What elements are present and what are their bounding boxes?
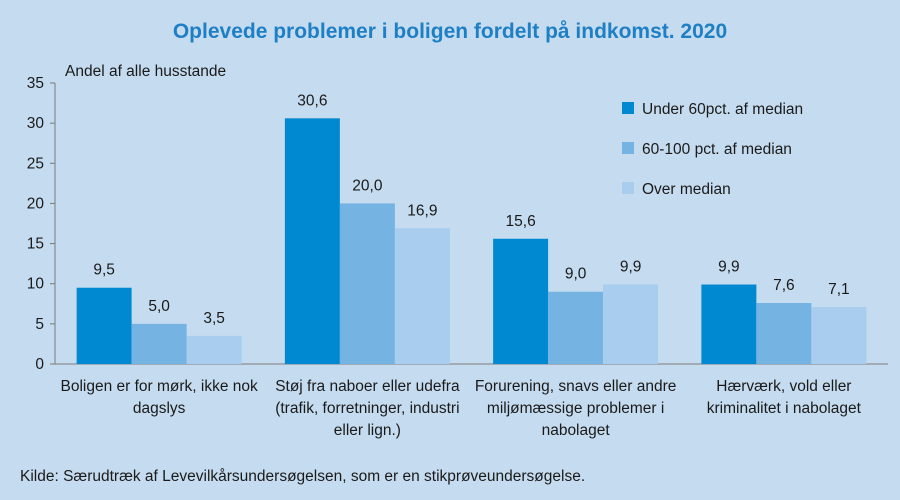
data-label: 7,1 xyxy=(828,281,850,298)
legend-swatch xyxy=(622,182,634,194)
chart-title: Oplevede problemer i boligen fordelt på … xyxy=(172,20,728,43)
data-label: 9,5 xyxy=(93,262,115,279)
y-tick-label: 15 xyxy=(27,236,44,253)
data-label: 16,9 xyxy=(407,202,437,219)
x-category-label: dagslys xyxy=(133,400,186,417)
data-label: 15,6 xyxy=(506,213,536,230)
source-note: Kilde: Særudtræk af Levevilkårsundersøge… xyxy=(20,468,586,485)
bar xyxy=(284,118,340,364)
bar xyxy=(603,284,659,364)
bar xyxy=(76,287,132,364)
x-category-label: kriminalitet i nabolaget xyxy=(707,400,862,417)
x-category-label: Støj fra naboer eller udefra xyxy=(275,378,460,395)
y-tick-label: 10 xyxy=(27,276,45,293)
y-tick-label: 35 xyxy=(27,75,44,92)
bar xyxy=(131,323,187,364)
data-label: 9,9 xyxy=(620,259,642,276)
y-tick-label: 20 xyxy=(27,195,45,212)
legend-label: 60-100 pct. af median xyxy=(642,141,792,158)
x-category-label: nabolaget xyxy=(542,422,611,439)
legend-swatch xyxy=(622,142,634,154)
x-category-label: Hærværk, vold eller xyxy=(716,378,851,395)
bar xyxy=(493,238,549,364)
bar xyxy=(756,302,812,364)
x-category-label: miljømæssige problemer i xyxy=(487,400,664,417)
bar xyxy=(701,284,757,364)
data-label: 5,0 xyxy=(148,298,170,315)
data-label: 9,0 xyxy=(565,266,587,283)
bar xyxy=(394,228,450,364)
y-tick-label: 0 xyxy=(35,356,44,373)
x-category-label: eller lign.) xyxy=(334,422,401,439)
y-axis-label: Andel af alle husstande xyxy=(65,63,226,80)
y-tick-label: 5 xyxy=(35,316,44,333)
data-label: 7,6 xyxy=(773,277,795,294)
data-label: 9,9 xyxy=(718,259,740,276)
bar xyxy=(339,203,395,364)
bar xyxy=(811,306,867,364)
data-label: 3,5 xyxy=(203,310,225,327)
x-category-label: (trafik, forretninger, industri xyxy=(275,400,459,417)
legend-swatch xyxy=(622,102,634,114)
legend-label: Under 60pct. af median xyxy=(642,101,803,118)
data-label: 20,0 xyxy=(352,177,383,194)
bar xyxy=(186,335,242,364)
legend-label: Over median xyxy=(642,181,731,198)
data-label: 30,6 xyxy=(297,92,327,109)
y-tick-label: 30 xyxy=(27,115,45,132)
y-tick-label: 25 xyxy=(27,155,44,172)
x-category-label: Boligen er for mørk, ikke nok xyxy=(60,378,258,395)
bar xyxy=(548,291,604,364)
x-category-label: Forurening, snavs eller andre xyxy=(475,378,677,395)
